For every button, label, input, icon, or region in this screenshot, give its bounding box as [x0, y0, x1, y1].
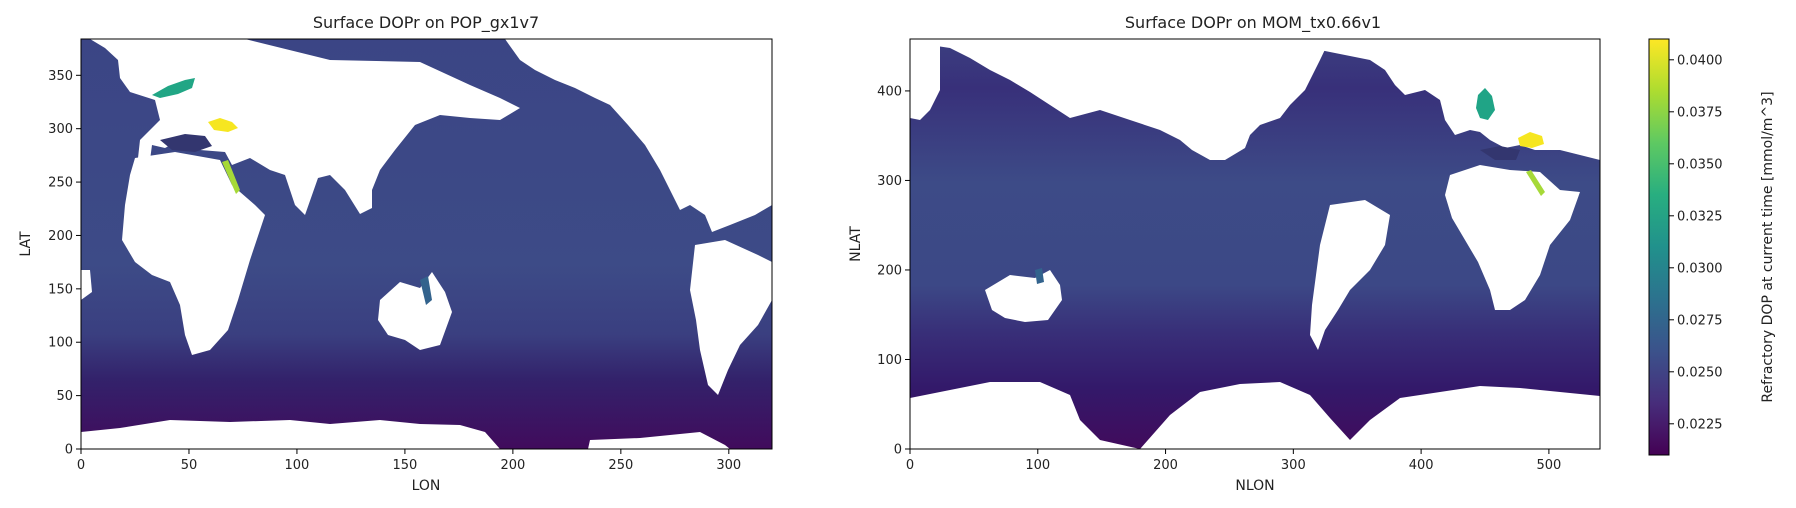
land-africa: [1445, 165, 1580, 310]
x-tick-label: 50: [181, 458, 198, 473]
colorbar-tick-label: 0.0400: [1677, 53, 1723, 68]
australia-coastal-patch: [1035, 268, 1044, 284]
land-africa: [122, 152, 265, 355]
land-antarctica-east: [1140, 382, 1600, 449]
land-australia: [378, 272, 452, 350]
y-tick-label: 200: [48, 229, 73, 244]
baltic-sea-patch: [152, 78, 195, 98]
y-axis-label: LAT: [18, 231, 34, 257]
x-tick-label: 400: [1409, 458, 1434, 473]
y-tick-label: 300: [48, 122, 73, 137]
y-tick-label: 100: [877, 353, 902, 368]
x-tick-label: 0: [77, 458, 85, 473]
colorbar-tick-label: 0.0375: [1677, 105, 1723, 120]
y-tick-label: 300: [877, 174, 902, 189]
y-tick-label: 400: [877, 84, 902, 99]
plot-frame: [909, 38, 1601, 450]
panel-pop-gx1v7: Surface DOPr on POP_gx1v7 0 50 100 150 200 25…: [18, 13, 773, 494]
colorbar-tick-label: 0.0350: [1677, 157, 1723, 172]
y-tick-label: 50: [56, 389, 73, 404]
y-tick-label: 350: [48, 69, 73, 84]
land-antarctica: [81, 420, 500, 449]
land-eurasia: [1300, 39, 1600, 160]
chart-title: Surface DOPr on MOM_tx0.66v1: [1125, 13, 1381, 33]
x-tick-label: 0: [906, 458, 914, 473]
x-tick-label: 100: [285, 458, 310, 473]
panel-mom-tx066v1: Surface DOPr on MOM_tx0.66v1 0 100 200 300 4…: [848, 13, 1601, 494]
land-north-america: [505, 39, 772, 232]
land-south-america: [1310, 200, 1390, 350]
colorbar-tick-label: 0.0325: [1677, 209, 1723, 224]
x-tick-label: 300: [716, 458, 741, 473]
x-tick-label: 200: [1153, 458, 1178, 473]
black-sea-patch: [1518, 132, 1544, 148]
y-tick-label: 0: [894, 443, 902, 458]
colorbar-tick-label: 0.0225: [1677, 417, 1723, 432]
chart-title: Surface DOPr on POP_gx1v7: [313, 13, 539, 33]
axes-ticks: 0 100 200 300 400 500 0 100 200 300 400: [877, 84, 1561, 473]
land-asia-west: [910, 39, 940, 120]
map-field: [909, 38, 1601, 450]
red-sea-patch: [222, 160, 240, 194]
x-tick-label: 250: [608, 458, 633, 473]
x-tick-label: 150: [392, 458, 417, 473]
colorbar-tick-label: 0.0250: [1677, 365, 1723, 380]
y-tick-label: 100: [48, 336, 73, 351]
x-tick-label: 300: [1281, 458, 1306, 473]
y-tick-label: 250: [48, 176, 73, 191]
colorbar-tick-label: 0.0275: [1677, 313, 1723, 328]
land-australia: [985, 270, 1062, 322]
colorbar-ticks: 0.0225 0.0250 0.0275 0.0300 0.0325 0.0350 0.03…: [1669, 53, 1723, 432]
x-axis-label: LON: [412, 478, 441, 494]
black-sea-patch: [208, 118, 238, 132]
land-eurasia: [90, 39, 520, 215]
map-field: [80, 38, 773, 450]
land-antarctica: [910, 382, 1140, 449]
coral-sea-patch: [420, 276, 432, 305]
colorbar-tick-label: 0.0300: [1677, 261, 1723, 276]
y-tick-label: 150: [48, 282, 73, 297]
mediterranean-patch: [1480, 146, 1520, 160]
land-greenland: [1060, 39, 1130, 66]
mediterranean-patch: [160, 134, 212, 152]
y-tick-label: 0: [65, 443, 73, 458]
colorbar-gradient: [1648, 38, 1670, 456]
x-tick-label: 100: [1025, 458, 1050, 473]
land-antarctica-east: [588, 432, 730, 449]
y-tick-label: 200: [877, 263, 902, 278]
x-tick-label: 500: [1536, 458, 1561, 473]
red-sea-patch: [1526, 170, 1545, 196]
axes-ticks: 0 50 100 150 200 250 300 0 50 100 150 200 250 300 350: [48, 69, 741, 473]
y-axis-label: NLAT: [848, 226, 864, 262]
land-south-america: [690, 240, 772, 395]
x-tick-label: 200: [500, 458, 525, 473]
plot-frame: [80, 38, 773, 450]
land-greenland-west: [81, 270, 92, 300]
x-axis-label: NLON: [1235, 478, 1274, 494]
colorbar: 0.0225 0.0250 0.0275 0.0300 0.0325 0.0350 0.03…: [1648, 38, 1776, 456]
colorbar-label: Refractory DOP at current time [mmol/m^3…: [1760, 91, 1776, 402]
baltic-sea-patch: [1476, 88, 1495, 120]
land-north-america: [910, 39, 1330, 160]
